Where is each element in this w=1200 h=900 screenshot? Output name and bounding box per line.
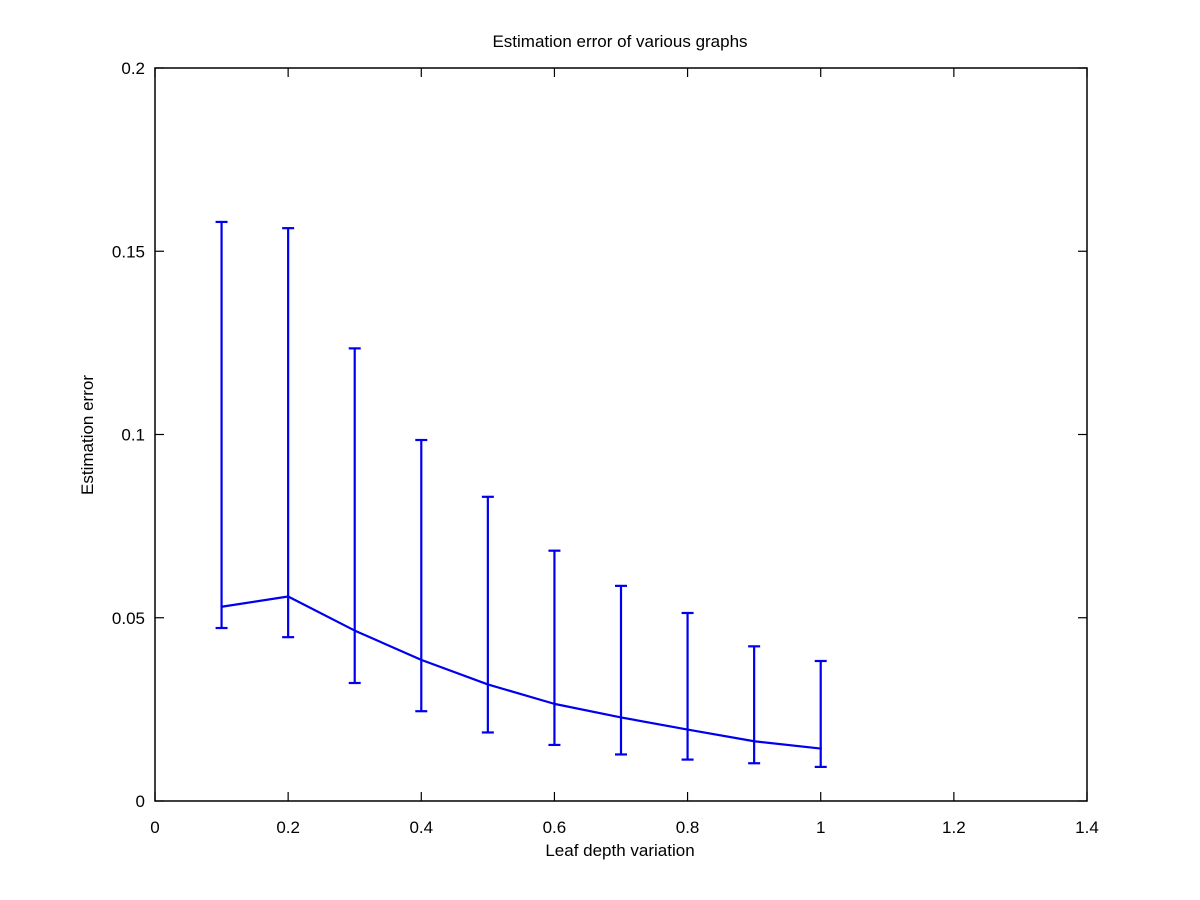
x-tick-label: 1.4: [1075, 818, 1099, 837]
y-tick-label: 0.1: [121, 426, 145, 445]
data-point: [752, 740, 756, 743]
x-tick-label: 0.6: [543, 818, 567, 837]
data-point: [486, 683, 490, 686]
x-tick-label: 0.8: [676, 818, 700, 837]
data-point: [420, 658, 423, 662]
y-tick-label: 0.15: [112, 242, 145, 261]
y-axis-title: Estimation error: [78, 375, 97, 495]
plot-area: 0 0.2 0.4 0.6 0.8 1 1.2 1.4 0 0.05 0.1 0.15 0.2: [112, 59, 1099, 837]
chart-title: Estimation error of various graphs: [492, 32, 747, 51]
x-tick-label: 1.2: [942, 818, 966, 837]
data-point: [553, 702, 556, 706]
data-point: [619, 716, 623, 719]
data-point: [220, 605, 223, 608]
x-tick-label: 1: [816, 818, 825, 837]
y-tick-label: 0.2: [121, 59, 145, 78]
data-point: [353, 629, 356, 632]
y-tick-label: 0: [136, 792, 145, 811]
data-point: [686, 728, 689, 731]
x-axis-title: Leaf depth variation: [545, 841, 694, 860]
y-tick-label: 0.05: [112, 609, 145, 628]
series-line: [221, 595, 821, 750]
x-tick-label: 0.4: [409, 818, 433, 837]
x-tick-label: 0: [150, 818, 159, 837]
data-point: [819, 747, 822, 750]
data-point: [286, 595, 290, 598]
x-tick-label: 0.2: [276, 818, 300, 837]
